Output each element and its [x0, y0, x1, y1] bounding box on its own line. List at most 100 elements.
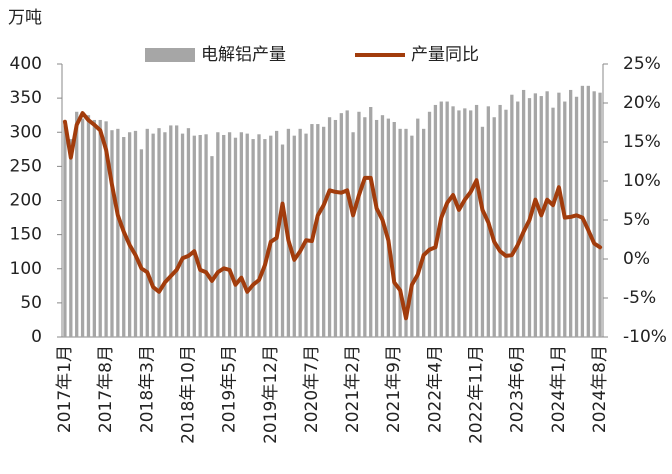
bar: [110, 130, 114, 337]
bar: [557, 92, 561, 337]
bar: [204, 134, 208, 337]
bar: [316, 124, 320, 337]
bar: [592, 91, 596, 337]
bar: [145, 128, 149, 337]
bar: [357, 111, 361, 338]
y2-tick-label: 10%: [623, 171, 661, 191]
bar: [521, 89, 526, 337]
bar: [445, 101, 449, 337]
bar: [580, 85, 585, 337]
x-tick-label: 2023年6月: [508, 345, 528, 433]
bar: [92, 119, 96, 337]
bar: [392, 122, 396, 337]
bar: [351, 132, 355, 337]
bar: [210, 156, 214, 337]
y-tick-label: 50: [20, 293, 42, 313]
x-tick-label: 2022年11月: [467, 345, 487, 444]
bar: [75, 111, 79, 338]
x-tick-label: 2019年12月: [261, 345, 281, 444]
bar: [116, 128, 120, 337]
bar: [504, 109, 508, 337]
bar: [227, 132, 232, 337]
bar: [192, 135, 196, 337]
x-tick-label: 2022年4月: [425, 345, 445, 433]
bar: [222, 134, 226, 337]
bar: [474, 104, 479, 337]
bar: [251, 139, 255, 337]
bar: [310, 124, 314, 337]
x-tick-label: 2024年1月: [549, 345, 569, 433]
bar: [63, 125, 67, 337]
legend-label: 产量同比: [411, 45, 479, 65]
y2-tick-label: 5%: [623, 210, 650, 230]
bar: [280, 144, 285, 337]
y-tick-label: 400: [10, 54, 42, 74]
x-tick-label: 2017年1月: [55, 345, 75, 433]
bar: [469, 110, 473, 337]
bar: [122, 137, 126, 337]
bar: [257, 134, 261, 337]
bar: [186, 128, 191, 337]
bar: [245, 133, 249, 337]
bar: [427, 111, 432, 338]
bar: [369, 106, 373, 337]
y-axis-unit: 万吨: [8, 8, 42, 28]
bar: [339, 113, 343, 337]
bar: [133, 130, 138, 337]
bar: [151, 133, 155, 337]
bar: [327, 117, 332, 337]
bar: [498, 104, 502, 337]
x-tick-label: 2018年3月: [137, 345, 157, 433]
x-tick-label: 2018年10月: [178, 345, 198, 444]
bar: [304, 133, 308, 337]
bar: [345, 110, 349, 337]
x-tick-label: 2019年5月: [220, 345, 240, 433]
bar: [463, 108, 467, 337]
bar: [363, 117, 367, 337]
bar: [104, 121, 108, 337]
y-tick-label: 100: [10, 259, 42, 279]
y-tick-label: 0: [31, 327, 42, 347]
y2-tick-label: -10%: [623, 327, 667, 347]
y-tick-label: 350: [10, 88, 42, 108]
legend-label: 电解铝产量: [201, 45, 286, 65]
bar: [175, 125, 179, 337]
y2-tick-label: 25%: [623, 54, 661, 74]
bar: [239, 132, 243, 337]
bar: [410, 135, 414, 337]
bar: [398, 128, 402, 337]
y-tick-label: 300: [10, 122, 42, 142]
bar: [510, 94, 514, 338]
bar: [322, 126, 326, 337]
x-tick-label: 2024年8月: [590, 345, 610, 433]
x-tick-label: 2021年2月: [343, 345, 363, 433]
y2-tick-label: 20%: [623, 93, 661, 113]
y2-tick-label: 0%: [623, 249, 650, 269]
y2-tick-label: 15%: [623, 132, 661, 152]
bar: [127, 132, 132, 337]
bar: [586, 85, 590, 337]
y2-tick-label: -5%: [623, 288, 656, 308]
bar: [516, 101, 520, 337]
bar: [157, 128, 161, 337]
bar: [86, 115, 91, 337]
bar: [292, 135, 296, 337]
bar: [180, 133, 185, 337]
bar: [598, 92, 602, 337]
bar: [139, 149, 144, 337]
bar: [216, 132, 220, 337]
y-tick-label: 250: [10, 156, 42, 176]
bar: [233, 137, 238, 337]
bar: [98, 119, 102, 337]
bar: [69, 139, 73, 337]
x-tick-label: 2020年7月: [302, 345, 322, 433]
bar: [416, 118, 420, 337]
bar: [422, 128, 426, 337]
bar: [457, 110, 461, 337]
y-tick-label: 200: [10, 191, 42, 211]
x-tick-label: 2021年9月: [384, 345, 404, 433]
bar: [269, 135, 273, 337]
bar: [533, 93, 538, 337]
bar: [386, 118, 391, 337]
bar: [492, 117, 496, 337]
